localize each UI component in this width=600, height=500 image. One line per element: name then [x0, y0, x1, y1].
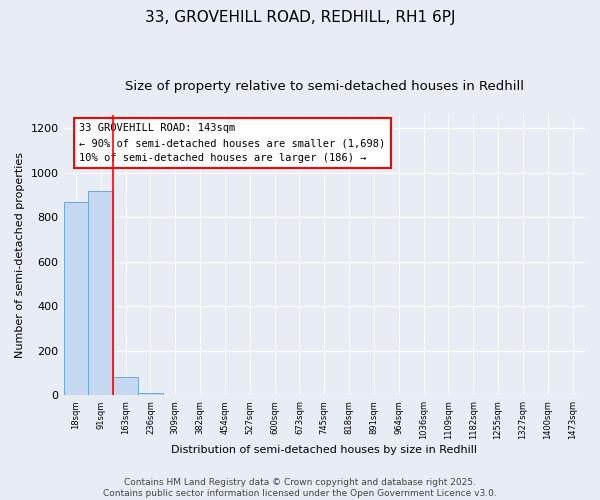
Bar [64, 202, 88, 396]
X-axis label: Distribution of semi-detached houses by size in Redhill: Distribution of semi-detached houses by … [171, 445, 477, 455]
Text: 33, GROVEHILL ROAD, REDHILL, RH1 6PJ: 33, GROVEHILL ROAD, REDHILL, RH1 6PJ [145, 10, 455, 25]
Text: 33 GROVEHILL ROAD: 143sqm
← 90% of semi-detached houses are smaller (1,698)
10% : 33 GROVEHILL ROAD: 143sqm ← 90% of semi-… [79, 124, 385, 163]
Text: Contains HM Land Registry data © Crown copyright and database right 2025.
Contai: Contains HM Land Registry data © Crown c… [103, 478, 497, 498]
Title: Size of property relative to semi-detached houses in Redhill: Size of property relative to semi-detach… [125, 80, 524, 93]
Bar [138, 393, 163, 396]
Y-axis label: Number of semi-detached properties: Number of semi-detached properties [15, 152, 25, 358]
Bar [113, 376, 138, 396]
Bar [88, 190, 113, 396]
